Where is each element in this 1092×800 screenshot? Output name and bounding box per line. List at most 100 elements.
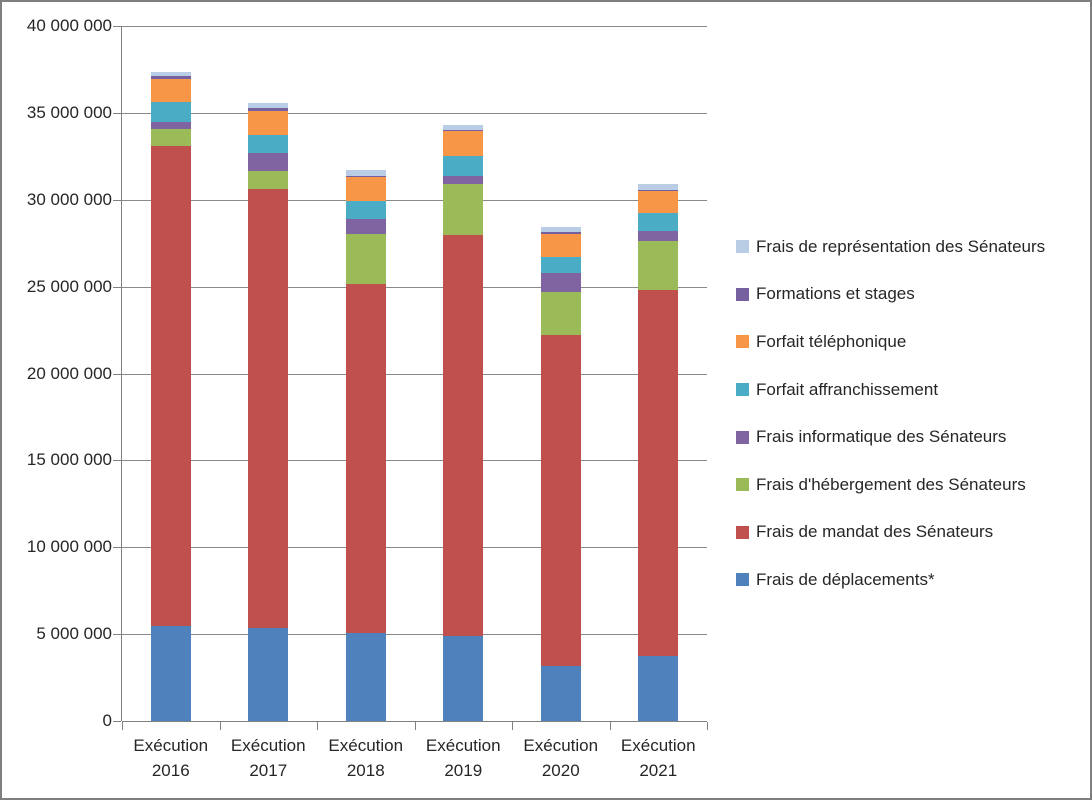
x-axis-label-line: 2020 [541, 761, 580, 780]
x-axis-label-line: 2021 [639, 761, 678, 780]
bar-segment-formations-et-stages-execution-2016 [150, 76, 191, 79]
bar-segment-forfait-telephonique-execution-2021 [638, 191, 679, 214]
x-axis-label-line: 2016 [151, 761, 190, 780]
y-axis-tick-5000000 [113, 634, 121, 636]
bar-segment-forfait-affranchissement-execution-2016 [150, 102, 191, 122]
legend-swatch-frais-de-mandat-des-senateurs [736, 525, 749, 539]
bar-segment-frais-d-hebergement-des-senateurs-execution-2019 [443, 184, 484, 235]
x-axis-label-execution-2020: Exécution 2020 [512, 733, 610, 783]
bar-segment-frais-de-mandat-des-senateurs-execution-2020 [540, 335, 581, 667]
x-axis-label-line: 2017 [249, 761, 288, 780]
bar-segment-frais-de-representation-des-senateurs-execution-2021 [638, 184, 679, 191]
bar-segment-forfait-telephonique-execution-2017 [248, 110, 289, 136]
bar-segment-frais-de-mandat-des-senateurs-execution-2019 [443, 234, 484, 637]
bar-segment-frais-de-deplacements-execution-2018 [345, 632, 386, 721]
x-axis-label-line: Exécution [230, 736, 306, 755]
bar-segment-frais-de-representation-des-senateurs-execution-2018 [345, 170, 386, 176]
bar-segment-formations-et-stages-execution-2017 [248, 108, 289, 111]
x-axis-line [122, 721, 707, 722]
bar-segment-forfait-affranchissement-execution-2017 [248, 135, 289, 153]
x-axis-tick-5 [609, 722, 611, 730]
bar-segment-frais-informatique-des-senateurs-execution-2017 [248, 153, 289, 172]
bar-segment-frais-de-deplacements-execution-2016 [150, 626, 191, 721]
y-gridline-10000000 [122, 547, 707, 549]
y-axis-tick-15000000 [113, 460, 121, 462]
legend-label: Frais de mandat des Sénateurs [756, 522, 994, 542]
y-axis-tick-25000000 [113, 286, 121, 288]
y-gridline-35000000 [122, 112, 707, 114]
bar-segment-forfait-affranchissement-execution-2018 [345, 201, 386, 219]
y-axis-label-5000000: 5 000 000 [36, 624, 112, 644]
legend-swatch-forfait-affranchissement [736, 383, 749, 397]
x-axis-tick-0 [122, 722, 123, 730]
y-axis-tick-35000000 [113, 112, 121, 114]
bar-segment-forfait-telephonique-execution-2019 [443, 131, 484, 157]
legend-item-frais-d-hebergement-des-senateurs: Frais d'hébergement des Sénateurs [736, 461, 1045, 509]
x-axis-label-execution-2017: Exécution 2017 [220, 733, 318, 783]
y-axis-label-25000000: 25 000 000 [26, 276, 112, 296]
legend-item-formations-et-stages: Formations et stages [736, 271, 1045, 319]
bar-segment-frais-d-hebergement-des-senateurs-execution-2016 [150, 128, 191, 146]
y-axis-label-0: 0 [102, 711, 112, 730]
bar-segment-frais-d-hebergement-des-senateurs-execution-2017 [248, 171, 289, 189]
y-gridline-30000000 [122, 199, 707, 201]
bar-segment-frais-de-mandat-des-senateurs-execution-2021 [638, 290, 679, 657]
y-axis-label-10000000: 10 000 000 [26, 537, 112, 557]
x-axis-label-line: Exécution [328, 736, 404, 755]
x-axis-tick-3 [414, 722, 416, 730]
legend-swatch-frais-informatique-des-senateurs [736, 430, 749, 444]
y-axis-tick-0 [113, 721, 121, 722]
bar-segment-frais-d-hebergement-des-senateurs-execution-2021 [638, 241, 679, 291]
bar-segment-frais-de-deplacements-execution-2017 [248, 627, 289, 721]
legend-item-forfait-telephonique: Forfait téléphonique [736, 318, 1045, 366]
bar-segment-frais-de-mandat-des-senateurs-execution-2017 [248, 188, 289, 628]
legend-swatch-frais-de-representation-des-senateurs [736, 240, 749, 254]
y-gridline-20000000 [122, 373, 707, 375]
y-axis-tick-10000000 [113, 547, 121, 549]
bar-segment-forfait-telephonique-execution-2018 [345, 176, 386, 202]
legend-label: Frais d'hébergement des Sénateurs [756, 474, 1026, 494]
bar-segment-frais-informatique-des-senateurs-execution-2019 [443, 176, 484, 185]
legend-item-frais-de-mandat-des-senateurs: Frais de mandat des Sénateurs [736, 509, 1045, 557]
y-axis-label-40000000: 40 000 000 [26, 16, 112, 35]
bar-segment-formations-et-stages-execution-2021 [638, 190, 679, 192]
bar-segment-frais-informatique-des-senateurs-execution-2018 [345, 218, 386, 234]
legend-swatch-forfait-telephonique [736, 335, 749, 349]
legend-label: Forfait téléphonique [756, 331, 907, 351]
y-gridline-15000000 [122, 460, 707, 462]
x-axis-tick-2 [317, 722, 318, 730]
legend-label: Frais de déplacements* [756, 569, 935, 589]
legend-item-frais-de-representation-des-senateurs: Frais de représentation des Sénateurs [736, 223, 1045, 271]
y-axis-tick-40000000 [113, 26, 121, 27]
x-axis-label-execution-2016: Exécution 2016 [122, 733, 220, 783]
legend-label: Frais informatique des Sénateurs [756, 427, 1007, 447]
bar-segment-forfait-telephonique-execution-2020 [540, 233, 581, 258]
y-axis-tick-30000000 [113, 199, 121, 201]
legend-label: Forfait affranchissement [756, 379, 939, 399]
y-axis-label-15000000: 15 000 000 [26, 450, 112, 470]
bar-segment-frais-de-representation-des-senateurs-execution-2020 [540, 227, 581, 232]
legend-item-frais-informatique-des-senateurs: Frais informatique des Sénateurs [736, 413, 1045, 461]
legend-swatch-frais-d-hebergement-des-senateurs [736, 478, 749, 492]
bar-segment-forfait-telephonique-execution-2016 [150, 78, 191, 103]
bar-segment-frais-informatique-des-senateurs-execution-2021 [638, 231, 679, 242]
legend-swatch-frais-de-deplacements [736, 573, 749, 587]
bar-segment-forfait-affranchissement-execution-2021 [638, 213, 679, 232]
x-axis-label-execution-2018: Exécution 2018 [317, 733, 415, 783]
x-axis-tick-6 [707, 722, 708, 730]
legend-label: Frais de représentation des Sénateurs [756, 236, 1046, 256]
x-axis-label-line: 2019 [444, 761, 483, 780]
y-gridline-40000000 [122, 26, 707, 27]
legend-swatch-formations-et-stages [736, 287, 749, 301]
x-axis-tick-4 [512, 722, 513, 730]
bar-segment-frais-d-hebergement-des-senateurs-execution-2020 [540, 291, 581, 336]
bar-segment-frais-de-mandat-des-senateurs-execution-2018 [345, 283, 386, 633]
bar-segment-frais-informatique-des-senateurs-execution-2020 [540, 273, 581, 292]
y-gridline-25000000 [122, 286, 707, 288]
x-axis-label-line: Exécution [425, 736, 501, 755]
x-axis-label-line: Exécution [133, 736, 209, 755]
x-axis-label-execution-2019: Exécution 2019 [415, 733, 513, 783]
bar-segment-formations-et-stages-execution-2019 [443, 130, 484, 132]
x-axis-tick-1 [219, 722, 221, 730]
